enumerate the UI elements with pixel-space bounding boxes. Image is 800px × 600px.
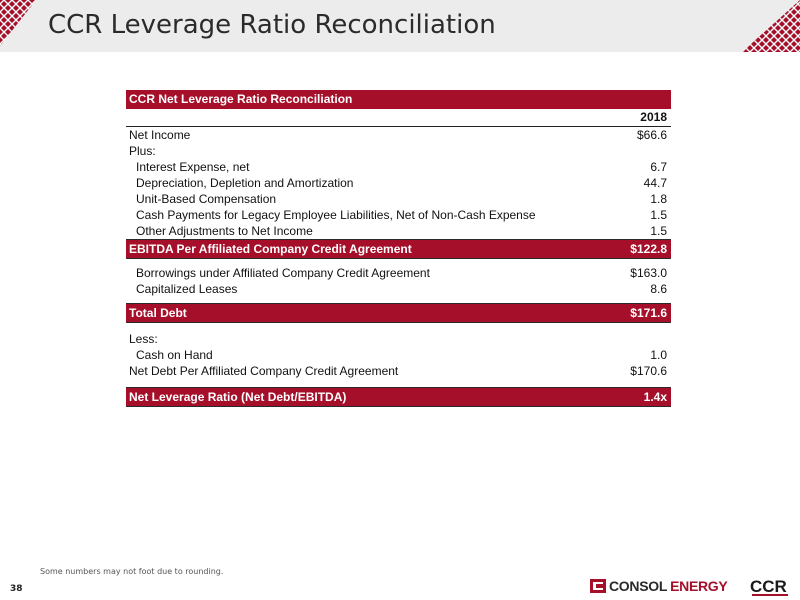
row-value: 1.4x [643, 390, 667, 404]
row-value: $122.8 [630, 242, 667, 256]
table-row: Depreciation, Depletion and Amortization… [126, 175, 671, 191]
total-debt-row: Total Debt $171.6 [126, 303, 671, 323]
table-row: Capitalized Leases 8.6 [126, 281, 671, 297]
row-label: Net Leverage Ratio (Net Debt/EBITDA) [129, 390, 347, 404]
row-value: 6.7 [650, 160, 667, 174]
footnote: Some numbers may not foot due to roundin… [40, 567, 224, 576]
table-row: Cash Payments for Legacy Employee Liabil… [126, 207, 671, 223]
table-header: CCR Net Leverage Ratio Reconciliation [126, 90, 671, 109]
row-value: 1.5 [650, 224, 667, 238]
plus-label: Plus: [129, 144, 156, 158]
table-row-net-income: Net Income $66.6 [126, 127, 671, 143]
consol-energy-logo: CONSOL ENERGY [590, 578, 728, 594]
table-row: Net Debt Per Affiliated Company Credit A… [126, 363, 671, 379]
year-label: 2018 [640, 110, 667, 124]
energy-word: ENERGY [670, 578, 728, 594]
table-row: Unit-Based Compensation 1.8 [126, 191, 671, 207]
row-value: $66.6 [636, 128, 667, 142]
row-label: Unit-Based Compensation [136, 192, 277, 206]
less-label: Less: [129, 332, 158, 346]
corner-pattern-right [742, 0, 800, 52]
row-label: Interest Expense, net [136, 160, 250, 174]
title-bar: CCR Leverage Ratio Reconciliation [0, 0, 800, 52]
row-label: Borrowings under Affiliated Company Cred… [136, 266, 430, 280]
row-label: Other Adjustments to Net Income [136, 224, 313, 238]
table-row: Borrowings under Affiliated Company Cred… [126, 265, 671, 281]
less-label-row: Less: [126, 331, 671, 347]
table-row: Interest Expense, net 6.7 [126, 159, 671, 175]
row-label: Net Income [129, 128, 191, 142]
row-label: Net Debt Per Affiliated Company Credit A… [129, 364, 399, 378]
row-value: 8.6 [650, 282, 667, 296]
plus-label-row: Plus: [126, 143, 671, 159]
row-value: 1.8 [650, 192, 667, 206]
reconciliation-table: CCR Net Leverage Ratio Reconciliation 20… [126, 90, 671, 407]
row-label: Depreciation, Depletion and Amortization [136, 176, 354, 190]
row-value: $171.6 [630, 306, 667, 320]
consol-word: CONSOL [609, 578, 668, 594]
row-value: $170.6 [630, 364, 667, 378]
row-value: 1.5 [650, 208, 667, 222]
year-row: 2018 [126, 109, 671, 127]
page-title: CCR Leverage Ratio Reconciliation [48, 10, 496, 40]
row-label: Cash Payments for Legacy Employee Liabil… [136, 208, 536, 222]
row-label: Cash on Hand [136, 348, 213, 362]
row-label: EBITDA Per Affiliated Company Credit Agr… [129, 242, 412, 256]
ebitda-total-row: EBITDA Per Affiliated Company Credit Agr… [126, 239, 671, 259]
page-number: 38 [10, 584, 23, 594]
row-label: Capitalized Leases [136, 282, 238, 296]
row-value: 44.7 [643, 176, 667, 190]
net-leverage-ratio-row: Net Leverage Ratio (Net Debt/EBITDA) 1.4… [126, 387, 671, 407]
row-value: $163.0 [630, 266, 667, 280]
corner-pattern-left [0, 0, 36, 46]
table-row: Other Adjustments to Net Income 1.5 [126, 223, 671, 239]
row-value: 1.0 [650, 348, 667, 362]
ccr-logo-text: CCR [750, 577, 787, 596]
row-label: Total Debt [129, 306, 187, 320]
table-header-label: CCR Net Leverage Ratio Reconciliation [129, 92, 353, 106]
consol-mark-icon [590, 579, 606, 593]
ccr-logo: CCR [750, 577, 788, 596]
table-row: Cash on Hand 1.0 [126, 347, 671, 363]
